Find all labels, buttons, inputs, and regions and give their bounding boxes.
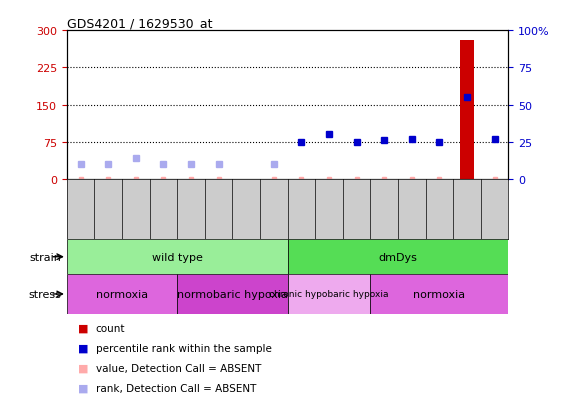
- Bar: [288, 240, 508, 275]
- Text: ■: ■: [78, 383, 89, 393]
- Text: wild type: wild type: [152, 252, 203, 262]
- Text: count: count: [96, 323, 125, 333]
- Bar: [67, 275, 177, 314]
- Text: GDS4201 / 1629530_at: GDS4201 / 1629530_at: [67, 17, 212, 30]
- Text: normobaric hypoxia: normobaric hypoxia: [177, 289, 288, 299]
- Text: ■: ■: [78, 363, 89, 373]
- Text: chronic hypobaric hypoxia: chronic hypobaric hypoxia: [269, 290, 389, 299]
- Text: strain: strain: [29, 252, 61, 262]
- Text: rank, Detection Call = ABSENT: rank, Detection Call = ABSENT: [96, 383, 256, 393]
- Text: dmDys: dmDys: [379, 252, 417, 262]
- Bar: [177, 275, 288, 314]
- Bar: [371, 275, 508, 314]
- Text: value, Detection Call = ABSENT: value, Detection Call = ABSENT: [96, 363, 261, 373]
- Text: ■: ■: [78, 343, 89, 353]
- Bar: [460, 41, 474, 180]
- Text: normoxia: normoxia: [96, 289, 148, 299]
- Text: normoxia: normoxia: [413, 289, 465, 299]
- Bar: [67, 240, 288, 275]
- Text: percentile rank within the sample: percentile rank within the sample: [96, 343, 272, 353]
- Bar: [288, 275, 371, 314]
- Text: ■: ■: [78, 323, 89, 333]
- Text: stress: stress: [28, 289, 61, 299]
